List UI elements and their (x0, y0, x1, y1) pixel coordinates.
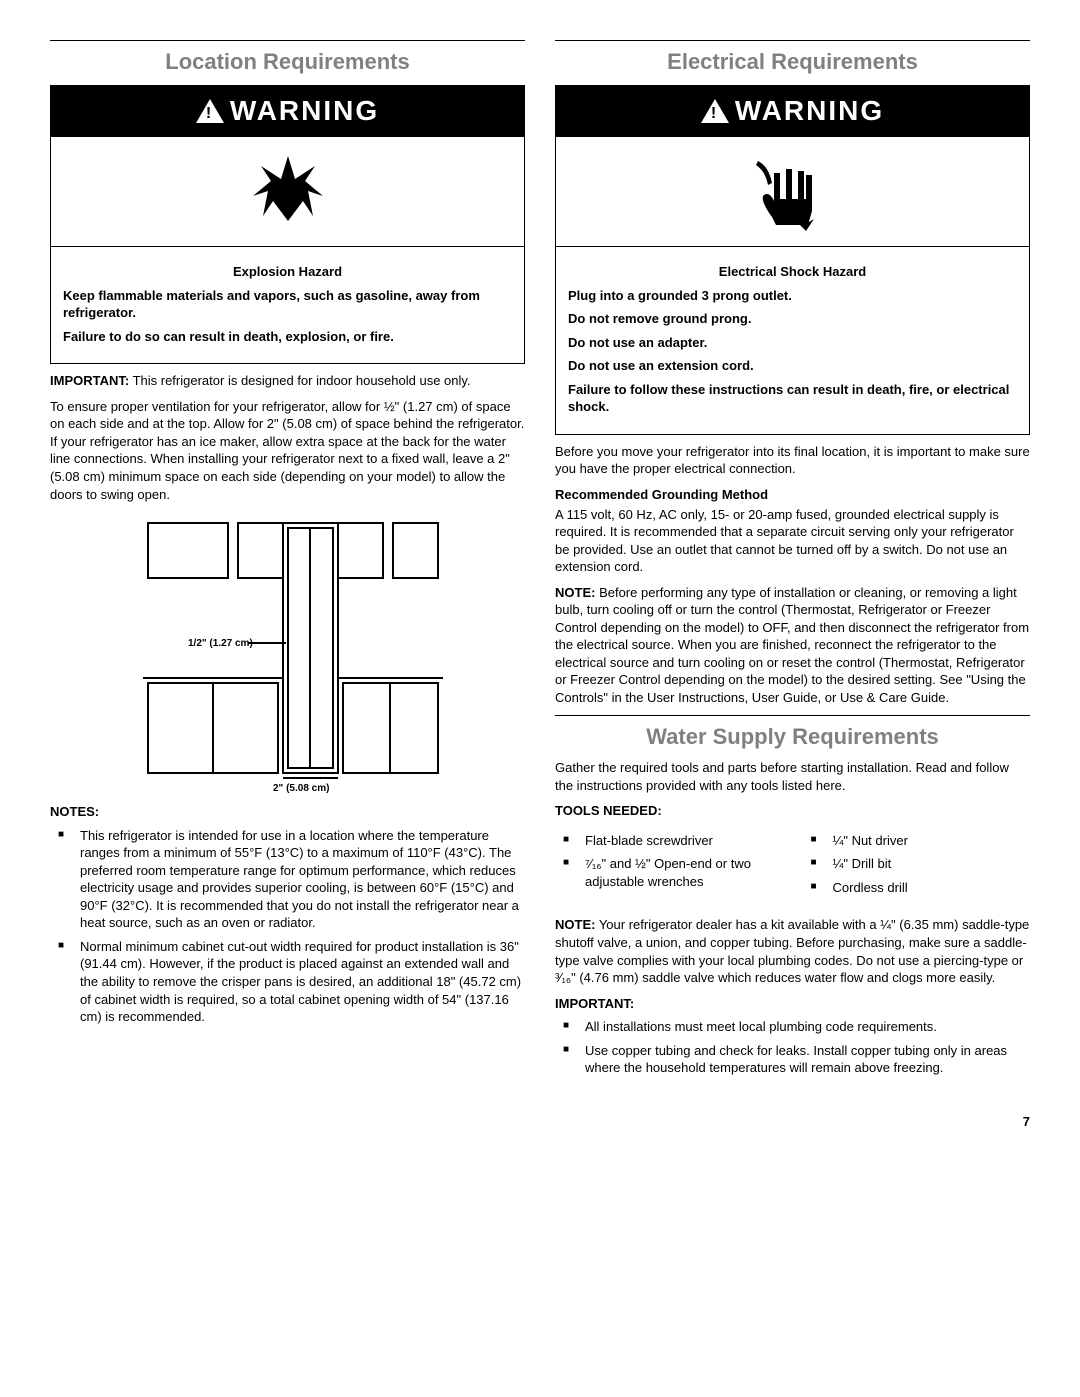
notes-list: This refrigerator is intended for use in… (50, 827, 525, 1026)
tool-item: Flat-blade screwdriver (573, 832, 783, 850)
hazard-line: Failure to do so can result in death, ex… (63, 328, 512, 346)
tool-item: ¼" Nut driver (821, 832, 1031, 850)
grounding-head: Recommended Grounding Method (555, 486, 1030, 504)
note-lead: NOTE: (555, 585, 595, 600)
warning-body: Electrical Shock Hazard Plug into a grou… (556, 246, 1029, 434)
warning-banner: WARNING (51, 86, 524, 138)
warning-body: Explosion Hazard Keep flammable material… (51, 246, 524, 363)
warning-triangle-icon (701, 99, 729, 123)
warning-label: WARNING (735, 92, 884, 130)
note2-paragraph: NOTE: Your refrigerator dealer has a kit… (555, 916, 1030, 986)
important-list: All installations must meet local plumbi… (555, 1018, 1030, 1077)
note-text: Before performing any type of installati… (555, 585, 1029, 705)
rule (555, 40, 1030, 41)
warning-box-explosion: WARNING Explosion Hazard Keep flammable … (50, 85, 525, 365)
right-column: Electrical Requirements WARNING (555, 40, 1030, 1083)
tool-item: ⁷⁄₁₆" and ½" Open-end or two adjustable … (573, 855, 783, 890)
tools-list-right: ¼" Nut driver ¼" Drill bit Cordless dril… (803, 826, 1031, 903)
important-item: All installations must meet local plumbi… (573, 1018, 1030, 1036)
tools-head: TOOLS NEEDED: (555, 802, 1030, 820)
notes-head: NOTES: (50, 803, 525, 821)
note2-lead: NOTE: (555, 917, 595, 932)
dim-label-bottom: 2" (5.08 cm) (273, 783, 329, 793)
location-requirements-heading: Location Requirements (50, 47, 525, 77)
warning-box-shock: WARNING Electrical Shock Hazard Plug int… (555, 85, 1030, 435)
note-item: This refrigerator is intended for use in… (68, 827, 525, 932)
hazard-line: Do not use an adapter. (568, 334, 1017, 352)
tools-columns: Flat-blade screwdriver ⁷⁄₁₆" and ½" Open… (555, 820, 1030, 909)
two-column-layout: Location Requirements WARNING Explosion … (50, 40, 1030, 1083)
hazard-line: Plug into a grounded 3 prong outlet. (568, 287, 1017, 305)
electrical-requirements-heading: Electrical Requirements (555, 47, 1030, 77)
water-intro: Gather the required tools and parts befo… (555, 759, 1030, 794)
installation-diagram: 1/2" (1.27 cm) 2" (5.08 cm) (50, 513, 525, 793)
rule (50, 40, 525, 41)
note2-text: Your refrigerator dealer has a kit avail… (555, 917, 1029, 985)
electrical-intro: Before you move your refrigerator into i… (555, 443, 1030, 478)
important-item: Use copper tubing and check for leaks. I… (573, 1042, 1030, 1077)
note-paragraph: NOTE: Before performing any type of inst… (555, 584, 1030, 707)
hazard-title: Explosion Hazard (63, 263, 512, 281)
tool-item: ¼" Drill bit (821, 855, 1031, 873)
rule (555, 715, 1030, 716)
hazard-line: Failure to follow these instructions can… (568, 381, 1017, 416)
hazard-line: Do not use an extension cord. (568, 357, 1017, 375)
water-supply-heading: Water Supply Requirements (555, 722, 1030, 752)
hazard-line: Do not remove ground prong. (568, 310, 1017, 328)
important-head: IMPORTANT: (555, 995, 1030, 1013)
important-paragraph: IMPORTANT: This refrigerator is designed… (50, 372, 525, 390)
ventilation-paragraph: To ensure proper ventilation for your re… (50, 398, 525, 503)
hazard-title: Electrical Shock Hazard (568, 263, 1017, 281)
important-lead: IMPORTANT: (50, 373, 129, 388)
hazard-line: Keep flammable materials and vapors, suc… (63, 287, 512, 322)
left-column: Location Requirements WARNING Explosion … (50, 40, 525, 1083)
tool-item: Cordless drill (821, 879, 1031, 897)
warning-label: WARNING (230, 92, 379, 130)
warning-triangle-icon (196, 99, 224, 123)
note-item: Normal minimum cabinet cut-out width req… (68, 938, 525, 1026)
shock-hand-icon (556, 137, 1029, 246)
page-number: 7 (50, 1113, 1030, 1131)
dim-label-side: 1/2" (1.27 cm) (188, 638, 253, 649)
explosion-icon (51, 137, 524, 246)
tools-list-left: Flat-blade screwdriver ⁷⁄₁₆" and ½" Open… (555, 826, 783, 903)
important-text: This refrigerator is designed for indoor… (129, 373, 470, 388)
warning-banner: WARNING (556, 86, 1029, 138)
grounding-text: A 115 volt, 60 Hz, AC only, 15- or 20-am… (555, 506, 1030, 576)
